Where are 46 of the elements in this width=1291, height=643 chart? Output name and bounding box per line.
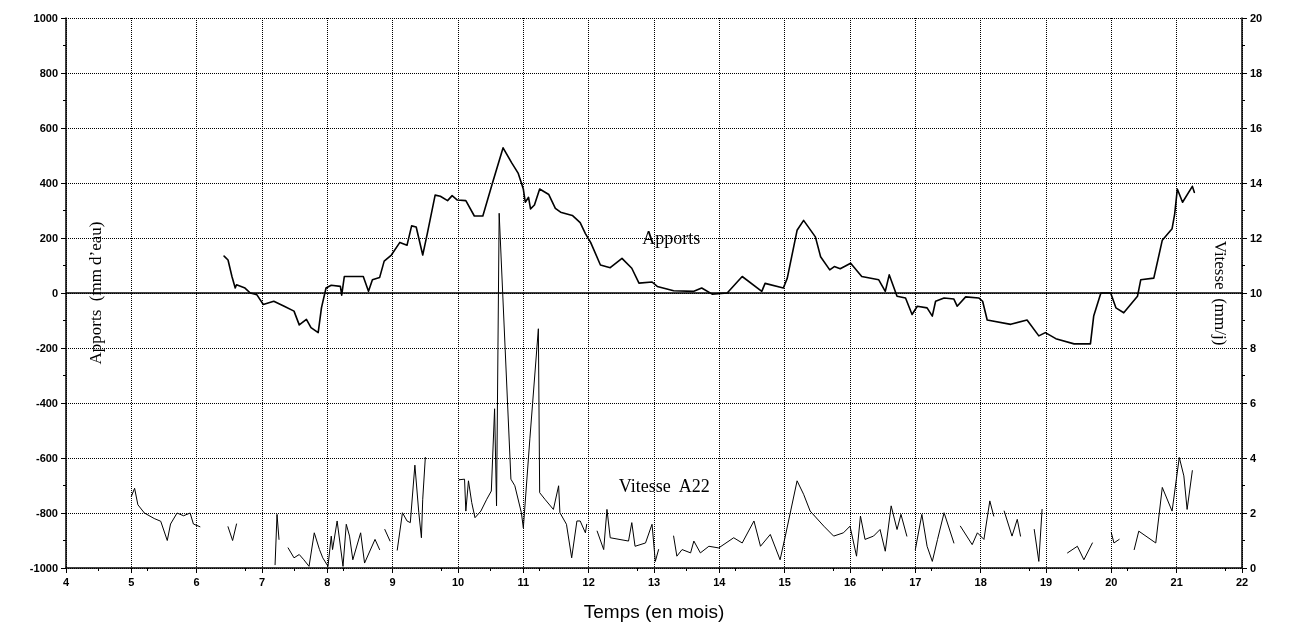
y2-tick-label: 20 — [1250, 12, 1263, 24]
series-label: Vitesse A22 — [618, 475, 710, 496]
y2-axis-title: Vitesse (mm/j) — [1211, 240, 1230, 346]
y-tick-label: 1000 — [33, 12, 58, 24]
x-tick-label: 16 — [843, 575, 857, 588]
y2-tick-label: 2 — [1250, 507, 1257, 519]
x-tick-label: 17 — [909, 575, 922, 588]
y-tick-label: -400 — [35, 397, 58, 409]
y-tick-label: 800 — [39, 67, 58, 79]
y-tick-label: -1000 — [29, 562, 58, 574]
y2-tick-label: 18 — [1250, 67, 1263, 79]
y-tick-label: -200 — [35, 342, 58, 354]
y2-tick-label: 14 — [1250, 177, 1264, 189]
y-tick-label: -600 — [35, 452, 58, 464]
x-tick-label: 18 — [974, 575, 987, 588]
x-tick-label: 5 — [128, 575, 135, 588]
y-axis-title: Apports (mm d’eau) — [86, 221, 105, 365]
y2-tick-label: 6 — [1250, 397, 1257, 409]
x-tick-label: 13 — [647, 575, 661, 588]
y-tick-label: -800 — [35, 507, 58, 519]
y-tick-label: 0 — [51, 287, 58, 299]
y2-tick-label: 12 — [1250, 232, 1263, 244]
x-tick-label: 20 — [1105, 575, 1118, 588]
x-tick-label: 12 — [582, 575, 595, 588]
y-tick-label: 400 — [39, 177, 58, 189]
y2-tick-label: 10 — [1250, 287, 1263, 299]
x-tick-label: 21 — [1170, 575, 1183, 588]
x-tick-label: 19 — [1039, 575, 1053, 588]
series-label: Apports — [642, 228, 701, 248]
y2-tick-label: 4 — [1250, 452, 1257, 464]
y2-tick-label: 8 — [1250, 342, 1257, 354]
y-tick-label: 600 — [39, 122, 58, 134]
x-tick-label: 10 — [451, 575, 465, 588]
x-tick-label: 9 — [389, 575, 396, 588]
x-tick-label: 8 — [324, 575, 331, 588]
y2-tick-label: 16 — [1250, 122, 1263, 134]
x-tick-label: 6 — [193, 575, 200, 588]
y2-tick-label: 0 — [1250, 562, 1257, 574]
x-axis-title: Temps (en mois) — [583, 601, 725, 622]
x-tick-label: 15 — [778, 575, 791, 588]
x-tick-label: 7 — [258, 575, 266, 588]
x-tick-label: 22 — [1235, 575, 1249, 588]
y-tick-label: 200 — [39, 232, 58, 244]
x-tick-label: 14 — [713, 575, 727, 588]
x-tick-label: 4 — [62, 575, 70, 588]
x-tick-label: 11 — [517, 575, 530, 588]
